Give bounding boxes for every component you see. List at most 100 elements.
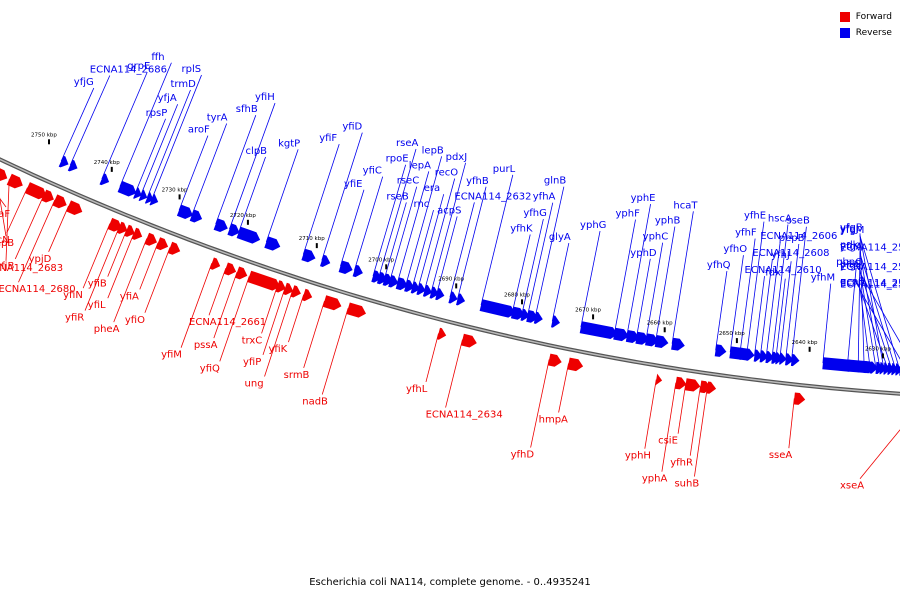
tick-label: 2650 kbp xyxy=(719,331,745,337)
tick-mark xyxy=(315,243,318,249)
label-leader xyxy=(372,164,407,277)
legend-swatch-reverse xyxy=(839,28,850,38)
tick-label: 2630 kbp xyxy=(865,346,891,352)
label-leader xyxy=(119,62,172,187)
gene-label: era xyxy=(424,183,440,194)
gene-label: glyA xyxy=(549,232,571,243)
backbone-highlight xyxy=(0,158,900,395)
label-leader xyxy=(288,294,305,343)
label-leader xyxy=(645,242,664,340)
label-leader xyxy=(425,333,439,383)
gene-label: sfhB xyxy=(236,104,258,115)
gene-label: fdx xyxy=(765,268,781,279)
label-leader xyxy=(60,87,95,162)
gene-feature xyxy=(759,350,769,363)
gene-feature xyxy=(290,285,301,298)
gene-feature xyxy=(869,361,878,374)
gene-label: rpoE xyxy=(386,154,409,165)
gene-feature xyxy=(322,295,342,311)
gene-label: ffh xyxy=(151,52,164,63)
gene-feature xyxy=(124,224,135,237)
gene-label: ECNA114_2683 xyxy=(0,263,63,274)
label-leader xyxy=(178,135,209,211)
gene-label: ndk xyxy=(840,240,859,251)
gene-feature xyxy=(625,330,640,343)
gene-feature xyxy=(66,200,83,215)
gene-feature xyxy=(875,361,884,374)
gene-feature xyxy=(448,291,458,304)
gene-feature xyxy=(301,248,316,263)
label-leader xyxy=(626,203,651,337)
label-leader xyxy=(715,271,728,351)
gene-label: gcpE xyxy=(840,277,865,288)
gene-label: yfhB xyxy=(466,176,489,187)
label-leader xyxy=(0,198,7,208)
gene-label: ECNA114_2606 xyxy=(760,231,837,242)
tick-label: 2710 kbp xyxy=(299,236,325,242)
gene-label: ECNA114_2608 xyxy=(752,248,829,259)
gene-feature xyxy=(107,217,122,232)
scale-ticks: 2750 kbp 2740 kbp 2730 kbp 2720 kbp 2710 kbp… xyxy=(31,132,891,359)
gene-label: pdxJ xyxy=(446,152,468,163)
label-leader xyxy=(107,233,135,299)
label-leader xyxy=(739,238,756,354)
gene-feature xyxy=(275,280,286,293)
gene-label: yfgB xyxy=(840,222,863,233)
gene-label: hcaT xyxy=(673,200,698,211)
gene-label: yfiP xyxy=(243,357,261,368)
label-leader xyxy=(436,216,458,294)
genome-backbone xyxy=(0,157,900,396)
label-leader xyxy=(191,123,228,216)
label-leader xyxy=(791,226,807,360)
label-leader xyxy=(530,359,550,448)
label-leader xyxy=(859,272,900,343)
gene-feature xyxy=(547,353,562,367)
gene-feature xyxy=(753,349,763,362)
label-leader xyxy=(213,271,238,339)
legend-swatch-forward xyxy=(839,12,850,22)
gene-label: ygaF xyxy=(0,209,10,220)
label-leader xyxy=(0,197,7,237)
label-leader xyxy=(655,226,676,342)
gene-label: yfhE xyxy=(744,211,766,222)
tick-mark xyxy=(455,283,458,289)
label-leader xyxy=(302,144,340,255)
gene-label: hmpA xyxy=(539,414,568,425)
gene-label: sseA xyxy=(769,450,793,461)
genome-caption: Escherichia coli NA114, complete genome.… xyxy=(309,577,591,588)
gene-feature xyxy=(416,283,426,295)
label-leader xyxy=(788,398,795,449)
gene-label: pepB xyxy=(779,233,805,244)
legend-label-reverse: Reverse xyxy=(855,28,892,38)
gene-feature xyxy=(520,308,530,321)
gene-label: xseA xyxy=(840,481,864,492)
gene-label: ECNA114_2586 xyxy=(840,279,900,290)
gene-label: yphB xyxy=(655,216,681,227)
gene-label: glnB xyxy=(544,176,566,187)
gene-feature xyxy=(352,264,363,278)
label-leader xyxy=(613,219,636,334)
legend-entry-forward: Forward xyxy=(839,9,892,25)
gene-feature xyxy=(138,189,148,201)
gene-feature xyxy=(654,335,669,348)
gene-label: yfhO xyxy=(723,244,747,255)
gene-feature xyxy=(209,257,221,270)
gene-label: yfhR xyxy=(670,458,693,469)
gene-feature xyxy=(223,262,237,276)
gene-feature xyxy=(235,266,248,280)
gene-feature xyxy=(247,270,280,291)
gene-feature xyxy=(320,254,331,267)
gene-feature xyxy=(790,354,800,367)
gene-feature xyxy=(6,173,23,189)
label-leader xyxy=(262,288,286,356)
label-leader xyxy=(151,74,202,200)
label-leader xyxy=(449,202,475,298)
label-leader xyxy=(729,255,744,353)
label-leader xyxy=(84,227,120,311)
label-leader xyxy=(859,290,900,360)
gene-label: ECNA114_2610 xyxy=(745,265,822,276)
label-leader xyxy=(859,429,900,479)
gene-feature xyxy=(510,306,525,320)
tick-label: 2730 kbp xyxy=(162,187,188,193)
label-leader xyxy=(661,382,677,472)
